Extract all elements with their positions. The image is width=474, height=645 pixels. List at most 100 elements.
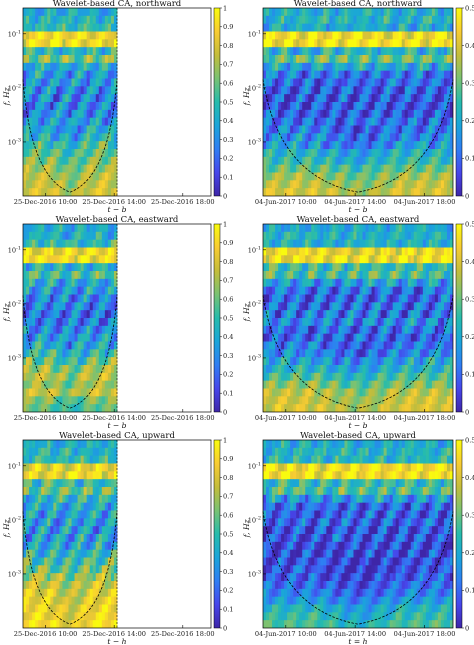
colorbar-tick-label: 0.7 [223,277,234,285]
colorbar-tick-label: 1 [223,436,227,444]
colorbar-tick-label: 0.9 [223,455,234,463]
y-tick-label: 10-1 [8,461,21,470]
chart-title: Wavelet-based CA, upward [300,431,416,441]
y-axis-label: f, Hz [242,86,251,106]
panel-4: Wavelet-based CA, eastward 10-1 10-2 10-3 f,… [242,215,474,430]
cone-of-influence [262,79,454,193]
colorbar-tick-label: 0.3 [465,512,474,520]
x-tick-label: 25-Dec-2016 18:00 [151,414,215,422]
panel-2: Wavelet-based CA, northward 10-1 10-2 10-3 f… [242,0,474,214]
colorbar-tick-label: 0.5 [223,530,234,538]
colorbar-tick-label: 0.2 [465,117,474,125]
axes-frame [262,7,454,197]
y-axis-label: f, Hz [2,518,11,538]
y-tick-label: 10-3 [248,353,261,362]
colorbar-tick-label: 1 [223,4,227,12]
colorbar [455,7,463,197]
panel-1: Wavelet-based CA, northward 10-1 10-2 10-3 f… [2,0,234,214]
colorbar-tick-label: 0.1 [465,587,474,595]
y-axis-label: f, Hz [2,86,11,106]
y-tick-label: 10-2 [8,83,21,92]
colorbar-tick-label: 0 [223,192,227,200]
colorbar-tick-label: 0.6 [223,296,234,304]
colorbar-tick-label: 0.7 [223,61,234,69]
colorbar-tick-label: 0.5 [223,98,234,106]
colorbar-tick-label: 0.7 [223,493,234,501]
colorbar-tick-label: 0.4 [223,117,234,125]
x-tick-label: 04-Jun-2017 10:00 [255,630,317,638]
panel-6: Wavelet-based CA, upward 10-1 10-2 10-3 f, H… [242,431,474,645]
panel-3: Wavelet-based CA, eastward 10-1 10-2 10-3 f,… [2,215,234,430]
colorbar-tick-label: 0 [223,408,227,416]
x-tick-label: 04-Jun-2017 18:00 [394,630,456,638]
colorbar [213,7,221,197]
y-tick-label: 10-1 [248,29,261,38]
y-tick-label: 10-3 [8,569,21,578]
colorbar-tick-label: 1 [223,220,227,228]
heatmap-cells [263,440,453,628]
x-tick-label: 25-Dec-2016 10:00 [14,414,78,422]
chart-title: Wavelet-based CA, northward [294,0,423,9]
colorbar-tick-label: 0.5 [223,314,234,322]
colorbar [213,439,221,629]
axes-frame [22,439,212,629]
y-tick-label: 10-2 [248,83,261,92]
colorbar-tick-label: 0.5 [465,220,474,228]
colorbar-tick-label: 0.2 [465,549,474,557]
colorbar-tick-label: 0.4 [465,474,474,482]
colorbar-tick-label: 0.3 [465,296,474,304]
y-tick-label: 10-3 [248,137,261,146]
colorbar-tick-label: 0.4 [465,42,474,50]
heatmap-cells [23,440,118,628]
x-axis-label: t − b [107,205,126,214]
y-tick-label: 10-2 [248,299,261,308]
colorbar-tick-label: 0.6 [223,512,234,520]
colorbar-tick-label: 0.4 [223,549,234,557]
cone-of-influence [262,511,454,625]
y-tick-label: 10-1 [248,245,261,254]
colorbar [455,439,463,629]
x-tick-label: 04-Jun-2017 18:00 [394,414,456,422]
cone-of-influence [22,295,118,409]
x-tick-label: 25-Dec-2016 14:00 [82,198,146,206]
colorbar-tick-label: 0.5 [465,436,474,444]
colorbar-tick-label: 0.3 [465,80,474,88]
colorbar-tick-label: 0.3 [223,136,234,144]
x-axis-label: t = h [348,637,367,645]
colorbar-tick-label: 0 [223,624,227,632]
axes-frame [22,223,212,413]
colorbar-tick-label: 0.1 [465,371,474,379]
colorbar-tick-label: 0.2 [223,371,234,379]
y-tick-label: 10-2 [248,515,261,524]
axes-frame [262,223,454,413]
colorbar-tick-label: 0.5 [465,4,474,12]
colorbar-tick-label: 0.1 [465,155,474,163]
colorbar-tick-label: 0.4 [223,333,234,341]
x-tick-label: 25-Dec-2016 14:00 [82,630,146,638]
heatmap-cells [263,8,453,196]
colorbar-tick-label: 0.8 [223,474,234,482]
colorbar-tick-label: 0.2 [465,333,474,341]
y-axis-label: f, Hz [2,302,11,322]
cone-of-influence [22,79,118,193]
y-axis-label: f, Hz [242,518,251,538]
y-axis-label: f, Hz [242,302,251,322]
colorbar-tick-label: 0.4 [465,258,474,266]
y-tick-label: 10-3 [8,353,21,362]
cone-of-influence [22,511,118,625]
y-tick-label: 10-2 [8,515,21,524]
x-tick-label: 04-Jun-2017 10:00 [255,198,317,206]
panel-5: Wavelet-based CA, upward 10-1 10-2 10-3 f, H… [2,431,234,645]
chart-title: Wavelet-based CA, eastward [56,215,179,225]
y-tick-label: 10-1 [248,461,261,470]
colorbar-tick-label: 0.8 [223,258,234,266]
chart-title: Wavelet-based CA, eastward [297,215,420,225]
x-tick-label: 25-Dec-2016 10:00 [14,198,78,206]
x-axis-label: t − h [107,637,126,645]
x-tick-label: 25-Dec-2016 18:00 [151,630,215,638]
x-tick-label: 04-Jun-2017 10:00 [255,414,317,422]
heatmap-cells [23,8,118,196]
x-tick-label: 04-Jun-2017 14:00 [324,630,386,638]
axes-frame [22,7,212,197]
